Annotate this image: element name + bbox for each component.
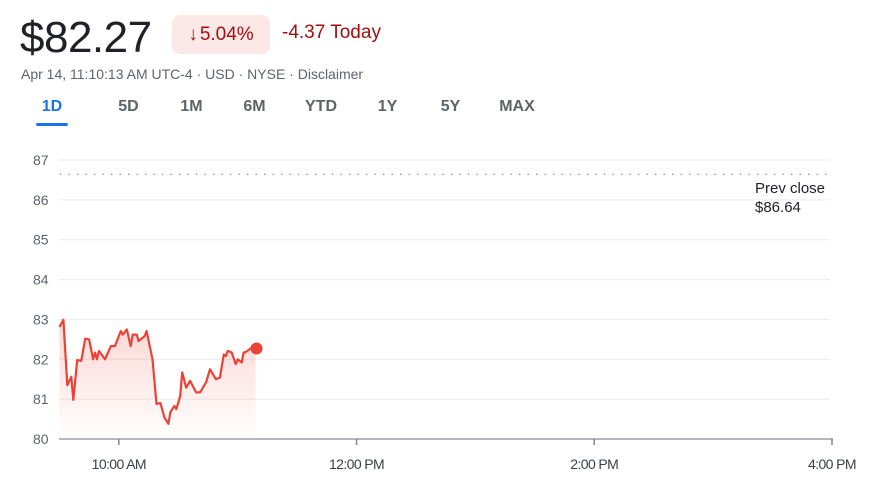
tab-ytd[interactable]: YTD [305,98,337,115]
quote-meta: Apr 14, 11:10:13 AM UTC-4 · USD · NYSE ·… [21,66,364,82]
arrow-down-icon: ↓ [188,23,198,45]
tab-5y[interactable]: 5Y [440,98,461,115]
y-tick-label: 86 [33,192,49,208]
y-tick-label: 83 [33,311,49,327]
y-tick-label: 85 [33,232,49,248]
prev-close-title: Prev close [755,180,826,197]
y-tick-label: 80 [33,431,49,447]
x-tick-label: 10:00 AM [92,456,146,472]
y-tick-label: 82 [33,351,49,367]
tab-max[interactable]: MAX [499,98,535,115]
y-tick-label: 84 [33,272,49,288]
tab-6m[interactable]: 6M [243,98,266,115]
change-percent-badge: ↓ 5.04% [172,15,270,54]
price-area [59,319,256,439]
tab-5d[interactable]: 5D [118,98,139,115]
x-tick-label: 4:00 PM [808,456,856,472]
x-tick-label: 12:00 PM [329,456,384,472]
current-price-dot [250,342,263,355]
price-line [58,318,256,425]
change-today: -4.37 Today [282,22,381,43]
range-tabs: 1D 5D 1M 6M YTD 1Y 5Y MAX [20,98,552,126]
prev-close-label: Prev close $86.64 [755,179,825,217]
current-price: $82.27 [20,13,152,62]
tab-1m[interactable]: 1M [180,98,203,115]
change-percent: 5.04% [199,23,254,45]
tab-1y[interactable]: 1Y [377,98,398,115]
x-tick-label: 2:00 PM [570,456,618,472]
y-tick-label: 87 [33,152,49,168]
y-tick-label: 81 [33,391,49,407]
tab-1d[interactable]: 1D [36,98,68,126]
prev-close-value: $86.64 [755,199,801,216]
